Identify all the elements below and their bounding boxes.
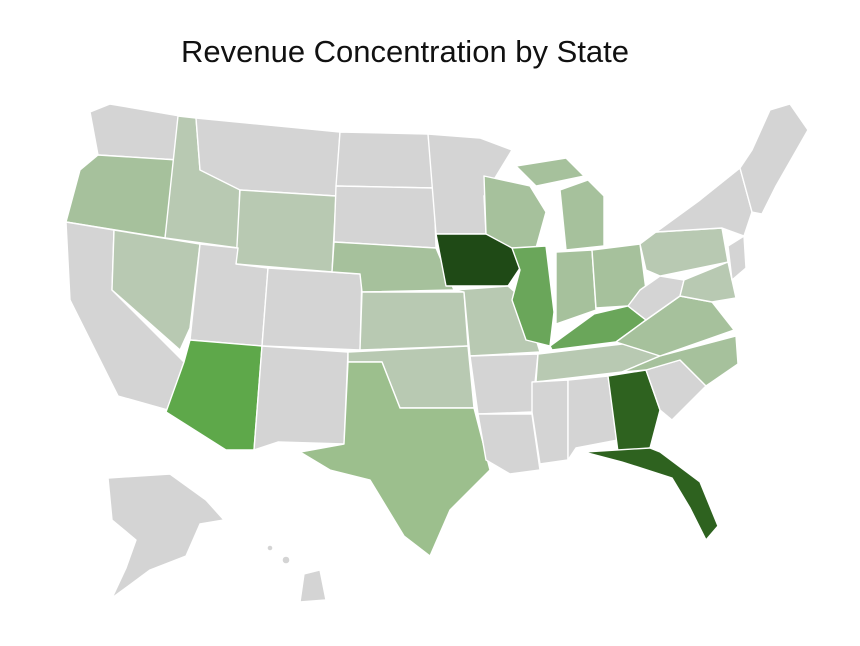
state-south-dakota[interactable] <box>333 185 437 249</box>
state-hawaii-island-3[interactable] <box>266 544 274 552</box>
state-arizona[interactable] <box>165 339 263 451</box>
state-michigan[interactable] <box>559 179 605 251</box>
state-texas[interactable] <box>299 361 491 557</box>
state-alabama[interactable] <box>567 375 619 461</box>
state-new-york[interactable] <box>655 167 753 237</box>
map-title: Revenue Concentration by State <box>180 34 630 69</box>
state-new-england[interactable] <box>739 103 809 215</box>
state-illinois[interactable] <box>511 245 555 347</box>
state-arkansas[interactable] <box>469 353 539 415</box>
state-florida[interactable] <box>583 447 719 541</box>
state-washington[interactable] <box>89 103 181 161</box>
state-louisiana[interactable] <box>477 413 541 475</box>
state-indiana[interactable] <box>555 249 597 325</box>
state-hawaii-island-2[interactable] <box>281 555 291 565</box>
state-north-dakota[interactable] <box>335 131 435 189</box>
state-new-jersey[interactable] <box>727 235 747 281</box>
state-hawaii[interactable] <box>299 569 327 603</box>
state-north-carolina[interactable] <box>621 335 739 387</box>
state-wisconsin[interactable] <box>483 175 547 249</box>
state-colorado[interactable] <box>261 267 363 351</box>
state-alaska[interactable] <box>107 473 225 599</box>
state-new-mexico[interactable] <box>253 345 349 451</box>
state-maryland[interactable] <box>679 261 737 303</box>
state-kansas[interactable] <box>359 291 469 351</box>
state-wyoming[interactable] <box>235 189 337 273</box>
state-michigan-upper[interactable] <box>515 157 585 187</box>
state-nevada[interactable] <box>111 229 201 351</box>
state-mississippi[interactable] <box>531 379 569 465</box>
